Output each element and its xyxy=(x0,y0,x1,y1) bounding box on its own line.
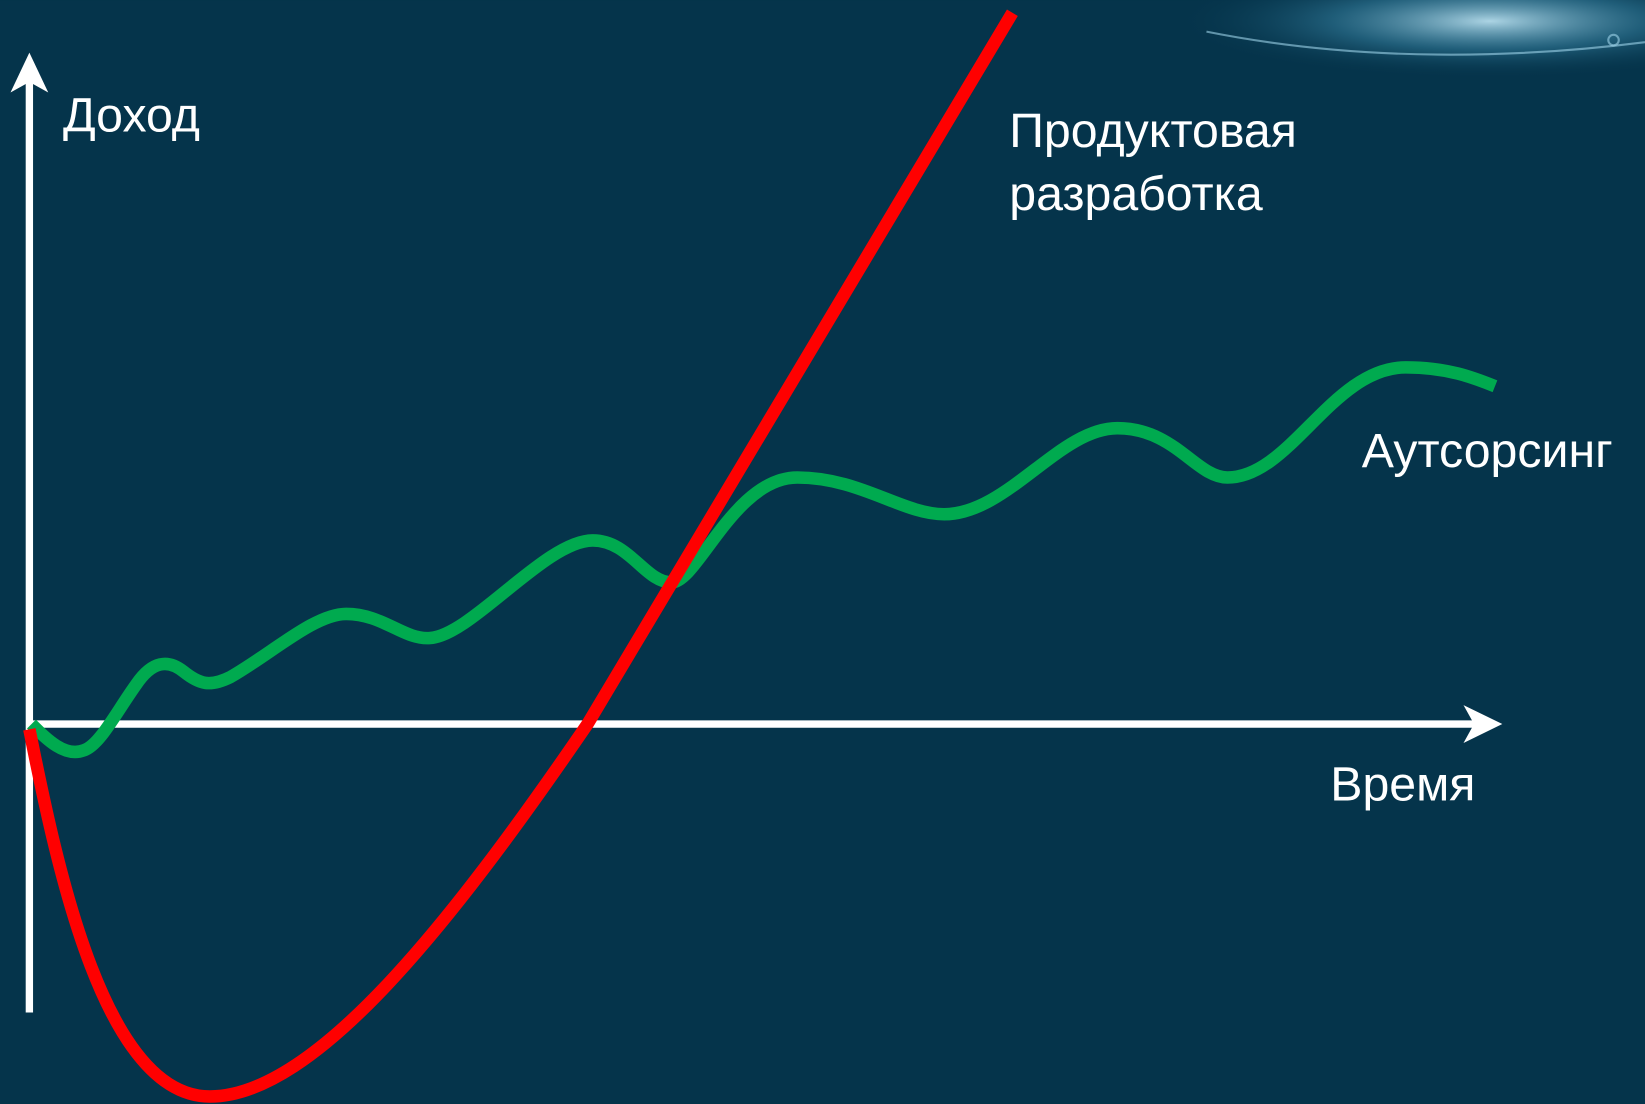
y-axis-label: Доход xyxy=(63,88,200,142)
curve-label: Аутсорсинг xyxy=(1362,424,1613,478)
page: Доход Время Продуктовая разработка Аутсо… xyxy=(0,0,1645,1104)
diagram: Доход Время Продуктовая разработка Аутсо… xyxy=(0,0,1645,1104)
curve-label: разработка xyxy=(1009,167,1263,221)
curve-label: Продуктовая xyxy=(1009,104,1297,158)
x-axis-label: Время xyxy=(1330,758,1475,812)
background xyxy=(0,0,1645,1104)
